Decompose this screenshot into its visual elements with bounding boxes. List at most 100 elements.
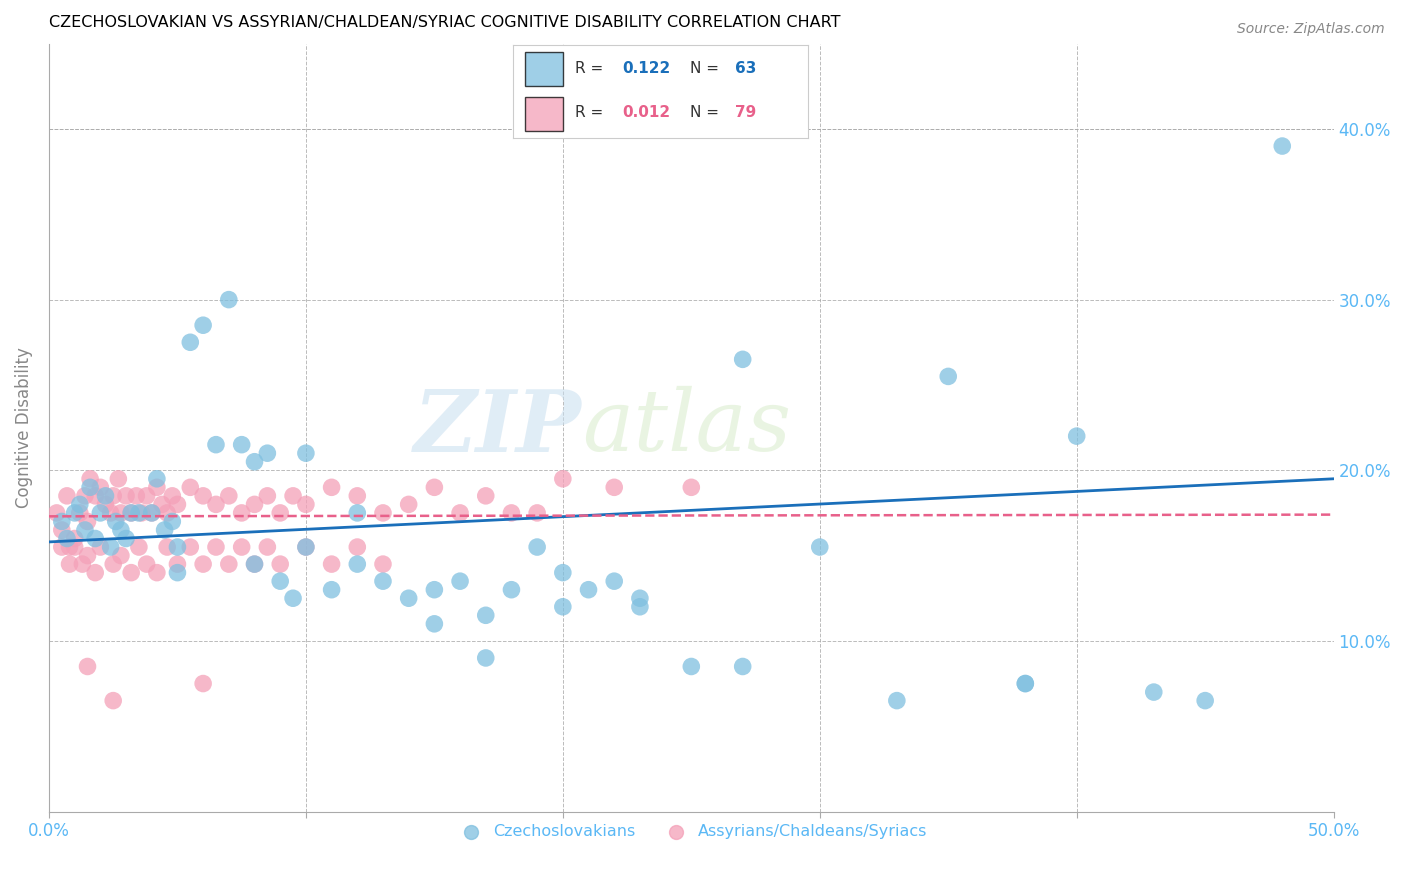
Point: [120, 566, 142, 580]
Point: [603, 480, 626, 494]
Point: [295, 540, 318, 554]
Point: [243, 557, 266, 571]
Point: [51, 523, 73, 537]
Point: [150, 497, 173, 511]
Text: N =: N =: [690, 62, 724, 77]
Point: [243, 497, 266, 511]
Point: [191, 489, 214, 503]
Point: [398, 591, 420, 606]
Point: [731, 352, 754, 367]
Point: [371, 574, 394, 589]
Point: [191, 318, 214, 333]
Point: [269, 574, 291, 589]
Point: [346, 557, 368, 571]
Point: [76, 659, 98, 673]
Point: [166, 497, 188, 511]
Point: [94, 489, 117, 503]
Point: [256, 446, 278, 460]
Point: [218, 293, 240, 307]
FancyBboxPatch shape: [524, 52, 564, 86]
Text: R =: R =: [575, 104, 609, 120]
Point: [321, 557, 343, 571]
Point: [146, 472, 169, 486]
Point: [231, 540, 253, 554]
Point: [398, 497, 420, 511]
Point: [1143, 685, 1166, 699]
Point: [125, 489, 148, 503]
Point: [162, 489, 184, 503]
Point: [45, 506, 67, 520]
Point: [628, 599, 651, 614]
Point: [179, 335, 201, 350]
Point: [371, 557, 394, 571]
Text: R =: R =: [575, 62, 609, 77]
Point: [474, 651, 496, 665]
Point: [321, 582, 343, 597]
Point: [256, 540, 278, 554]
Point: [103, 693, 125, 707]
Point: [936, 369, 959, 384]
Point: [103, 557, 125, 571]
Point: [281, 489, 304, 503]
Point: [346, 489, 368, 503]
Point: [73, 523, 96, 537]
Point: [281, 591, 304, 606]
Point: [321, 480, 343, 494]
Point: [179, 480, 201, 494]
Point: [120, 506, 142, 520]
Point: [205, 540, 228, 554]
Point: [84, 566, 107, 580]
Point: [731, 659, 754, 673]
Point: [107, 472, 129, 486]
Point: [84, 489, 107, 503]
FancyBboxPatch shape: [524, 97, 564, 131]
Point: [103, 489, 125, 503]
Text: ZIP: ZIP: [415, 386, 582, 469]
Point: [58, 540, 80, 554]
Point: [166, 540, 188, 554]
Point: [94, 497, 117, 511]
Point: [551, 566, 574, 580]
Point: [1014, 676, 1036, 690]
Y-axis label: Cognitive Disability: Cognitive Disability: [15, 347, 32, 508]
Point: [76, 515, 98, 529]
Point: [63, 540, 86, 554]
Point: [526, 506, 548, 520]
Point: [231, 506, 253, 520]
Point: [63, 506, 86, 520]
Point: [146, 566, 169, 580]
Point: [205, 497, 228, 511]
Point: [423, 582, 446, 597]
Point: [76, 549, 98, 563]
Point: [73, 489, 96, 503]
Point: [205, 437, 228, 451]
Text: N =: N =: [690, 104, 724, 120]
Point: [449, 506, 471, 520]
Point: [79, 480, 101, 494]
Point: [243, 557, 266, 571]
Point: [56, 532, 79, 546]
Text: Source: ZipAtlas.com: Source: ZipAtlas.com: [1237, 22, 1385, 37]
Point: [295, 540, 318, 554]
Point: [89, 540, 111, 554]
Point: [131, 506, 153, 520]
Point: [72, 557, 94, 571]
Point: [628, 591, 651, 606]
Point: [191, 676, 214, 690]
Point: [162, 515, 184, 529]
Point: [578, 582, 600, 597]
Point: [501, 582, 523, 597]
Text: 79: 79: [734, 104, 756, 120]
Point: [886, 693, 908, 707]
Point: [474, 608, 496, 623]
Point: [1194, 693, 1216, 707]
Point: [115, 532, 138, 546]
Point: [423, 480, 446, 494]
Point: [191, 557, 214, 571]
Point: [295, 497, 318, 511]
Text: 0.122: 0.122: [623, 62, 671, 77]
Point: [100, 540, 122, 554]
Legend: Czechoslovakians, Assyrians/Chaldeans/Syriacs: Czechoslovakians, Assyrians/Chaldeans/Sy…: [449, 818, 934, 846]
Text: CZECHOSLOVAKIAN VS ASSYRIAN/CHALDEAN/SYRIAC COGNITIVE DISABILITY CORRELATION CHA: CZECHOSLOVAKIAN VS ASSYRIAN/CHALDEAN/SYR…: [49, 15, 841, 30]
Point: [110, 549, 132, 563]
